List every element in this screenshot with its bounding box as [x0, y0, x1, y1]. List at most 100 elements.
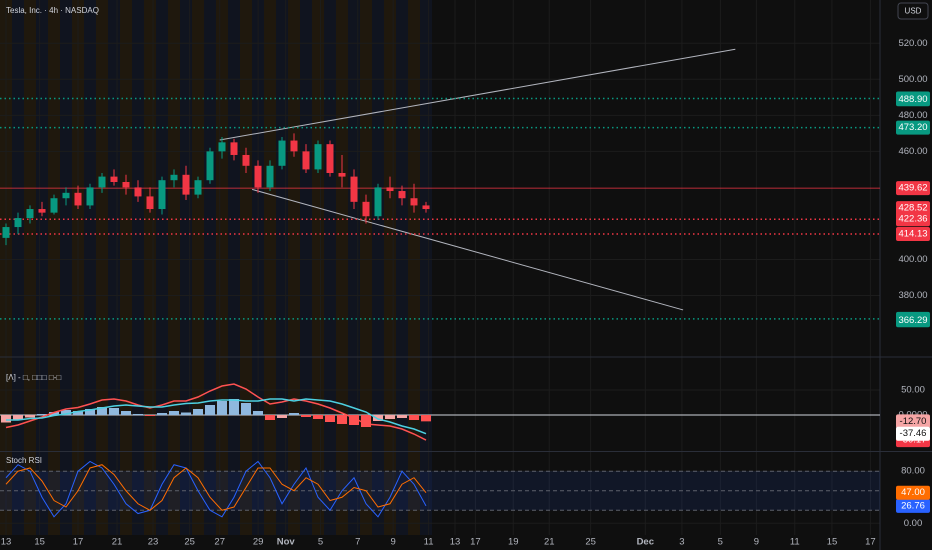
trendline	[219, 48, 736, 141]
x-tick-label: 25	[585, 537, 596, 548]
histogram-bar	[25, 415, 35, 418]
session-shade	[408, 0, 420, 535]
axis-value-box	[896, 120, 930, 135]
x-tick-label: 15	[34, 537, 45, 548]
session-shade	[324, 0, 336, 535]
x-tick-label: 27	[214, 537, 225, 548]
line	[6, 398, 427, 435]
candle-body	[422, 205, 430, 210]
candle-body	[98, 176, 106, 188]
pane-title: [Λ] - □, □□□ □-□	[6, 373, 61, 382]
candle-body	[218, 142, 226, 152]
session-shade	[144, 0, 156, 535]
histogram-bar	[1, 415, 11, 423]
candle-body	[374, 187, 382, 217]
axis-value-label: 26.76	[901, 500, 925, 511]
y-tick-label: 480.00	[898, 110, 927, 121]
histogram-bar	[13, 415, 23, 420]
x-tick-label: 11	[424, 537, 434, 548]
session-shade	[60, 0, 72, 535]
x-tick-label: 5	[718, 537, 723, 548]
candle-body	[62, 192, 70, 199]
histogram-bar	[229, 399, 239, 415]
session-shade	[84, 0, 96, 535]
axis-value-label: 428.52	[898, 203, 927, 214]
histogram-bar	[265, 415, 275, 420]
axis-value-box	[896, 313, 930, 328]
histogram-bar	[241, 403, 251, 415]
histogram-bar	[49, 412, 59, 415]
session-shade	[12, 0, 24, 535]
line	[5, 383, 427, 441]
session-shade	[48, 0, 60, 535]
x-tick-label: 17	[865, 537, 876, 548]
y-tick-label: 380.00	[898, 290, 927, 301]
y-tick-label: 400.00	[898, 254, 927, 265]
axis-value-box	[896, 426, 930, 441]
session-shade	[192, 0, 204, 535]
candle-body	[2, 227, 10, 238]
session-shade	[168, 0, 180, 535]
histogram-bar	[193, 409, 203, 415]
histogram-bar	[97, 407, 107, 415]
band-fill	[0, 471, 880, 511]
session-shade	[396, 0, 408, 535]
histogram-bar	[397, 415, 407, 418]
x-tick-label: 5	[318, 537, 323, 548]
x-tick-label: 3	[679, 537, 684, 548]
histogram-bar	[313, 415, 323, 419]
candle-body	[278, 140, 286, 166]
candle-body	[158, 180, 166, 210]
y-tick-label: 520.00	[898, 38, 927, 49]
pane-title: Stoch RSI	[6, 456, 42, 465]
histogram-bar	[73, 411, 83, 415]
candle-body	[386, 187, 394, 192]
session-shade	[384, 0, 396, 535]
histogram-bar	[145, 415, 155, 416]
axis-value-label: 47.00	[901, 487, 925, 498]
y-tick-label: 0.00	[904, 518, 923, 529]
histogram-bar	[385, 415, 395, 419]
chart-title: Tesla, Inc. · 4h · NASDAQ	[6, 6, 99, 15]
histogram-bar	[85, 409, 95, 415]
session-shade	[372, 0, 384, 535]
x-tick-label: 17	[73, 537, 84, 548]
histogram-bar	[349, 415, 359, 425]
session-shade	[36, 0, 48, 535]
session-shade	[156, 0, 168, 535]
histogram-bar	[337, 415, 347, 424]
candle-body	[134, 187, 142, 197]
candle-body	[410, 198, 418, 206]
candle-body	[314, 144, 322, 170]
histogram-bar	[409, 415, 419, 420]
candle-body	[74, 192, 82, 206]
x-tick-label: 15	[827, 537, 838, 548]
axis-value-label: 473.20	[898, 122, 927, 133]
axis-value-box	[896, 414, 930, 429]
histogram-bar	[253, 411, 263, 415]
histogram-bar	[37, 414, 47, 415]
candle-body	[326, 144, 334, 173]
x-tick-label: Nov	[277, 537, 296, 548]
histogram-bar	[61, 410, 71, 415]
axis-value-label: 366.29	[898, 315, 927, 326]
histogram-bar	[373, 415, 383, 421]
session-shade	[312, 0, 324, 535]
foreground-layer: 13 15 17 21 23 25 27 29 Nov 5 7 9 11 13 17 19 21 25 Dec 3 5 9…	[0, 38, 930, 548]
x-tick-label: 21	[544, 537, 555, 548]
candle-body	[194, 180, 202, 195]
histogram-bar	[361, 415, 371, 427]
y-tick-label: 500.00	[898, 74, 927, 85]
session-shade	[336, 0, 348, 535]
axis-value-label: 439.62	[898, 183, 927, 194]
candle-body	[362, 201, 370, 217]
x-tick-label: 9	[391, 537, 396, 548]
axis-value-box	[896, 201, 930, 216]
currency[interactable]: USD	[905, 7, 922, 16]
axis-value-box	[896, 181, 930, 196]
candle-body	[266, 165, 274, 188]
x-tick-label: 13	[1, 537, 12, 548]
candle-body	[14, 218, 22, 228]
currency-box[interactable]	[897, 2, 929, 20]
